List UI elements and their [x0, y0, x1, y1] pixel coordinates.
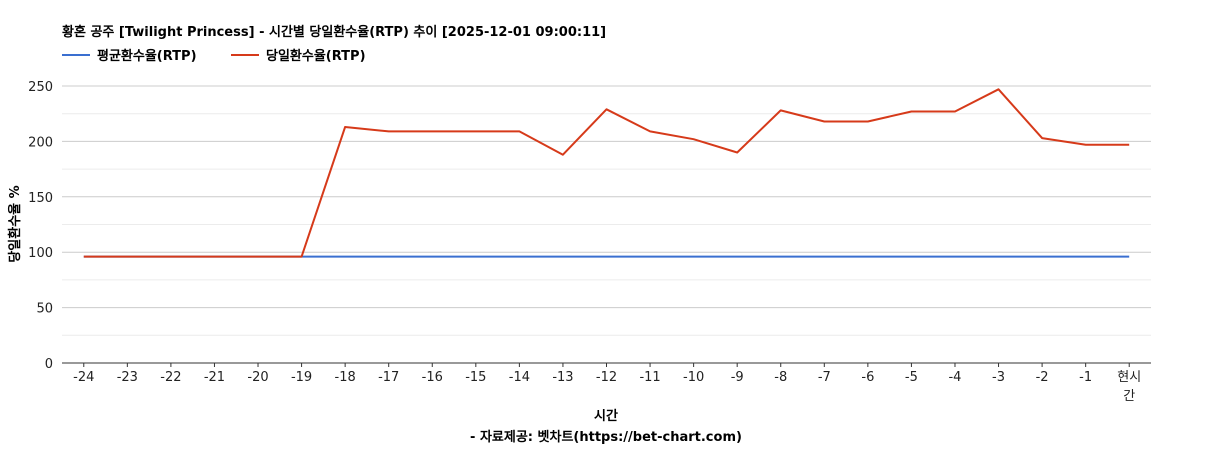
x-tick-label: -12	[596, 370, 617, 385]
x-tick-label: -8	[774, 370, 787, 385]
legend-item-avg[interactable]: 평균환수율(RTP)	[62, 48, 197, 64]
x-tick-label: -5	[905, 370, 918, 385]
x-tick-label: -20	[247, 370, 268, 385]
x-tick-label: -22	[160, 370, 181, 385]
x-axis-title: 시간	[594, 408, 618, 424]
x-tick-label: -21	[204, 370, 225, 385]
grid	[62, 85, 1151, 336]
y-tick-label: 100	[28, 246, 53, 261]
x-tick-label: -13	[552, 370, 573, 385]
x-axis-ticks: -24 -23 -22 -21 -20 -19 -18 -17 -16 -15 -14 -13 -12 -…	[73, 363, 1141, 404]
x-tick-label: -16	[422, 370, 443, 385]
y-tick-label: 250	[28, 80, 53, 95]
x-tick-label: -2	[1036, 370, 1049, 385]
x-tick-label: -4	[948, 370, 961, 385]
y-tick-label: 50	[36, 302, 53, 317]
x-tick-label: -10	[683, 370, 704, 385]
y-axis-ticks: 0 50 100 150 200 250	[28, 80, 53, 372]
x-tick-label: -24	[73, 370, 94, 385]
legend-item-daily[interactable]: 당일환수율(RTP)	[231, 48, 366, 64]
x-tick-label: -15	[465, 370, 486, 385]
series-line-daily-rtp[interactable]	[83, 88, 1130, 258]
x-tick-label: -19	[291, 370, 312, 385]
source-credit: - 자료제공: 벳차트(https://bet-chart.com)	[470, 429, 742, 445]
x-tick-label: -18	[335, 370, 356, 385]
chart-title: 황혼 공주 [Twilight Princess] - 시간별 당일환수율(RT…	[62, 24, 606, 40]
x-tick-label: -17	[378, 370, 399, 385]
y-tick-label: 0	[45, 357, 53, 372]
x-tick-label: 현시 간	[1117, 370, 1141, 404]
x-tick-label: -6	[861, 370, 874, 385]
x-tick-label: -7	[818, 370, 831, 385]
x-tick-label: -3	[992, 370, 1005, 385]
x-tick-label: -11	[639, 370, 660, 385]
y-axis-title: 당일환수율 %	[7, 185, 23, 262]
legend: 평균환수율(RTP) 당일환수율(RTP)	[62, 48, 366, 64]
x-tick-label: -23	[117, 370, 138, 385]
series-lines	[83, 88, 1130, 258]
x-tick-label: -14	[509, 370, 530, 385]
legend-label-daily: 당일환수율(RTP)	[266, 48, 366, 64]
x-tick-label: -9	[731, 370, 744, 385]
y-tick-label: 200	[28, 135, 53, 150]
y-tick-label: 150	[28, 191, 53, 206]
legend-label-avg: 평균환수율(RTP)	[97, 48, 197, 64]
x-tick-label: -1	[1079, 370, 1092, 385]
